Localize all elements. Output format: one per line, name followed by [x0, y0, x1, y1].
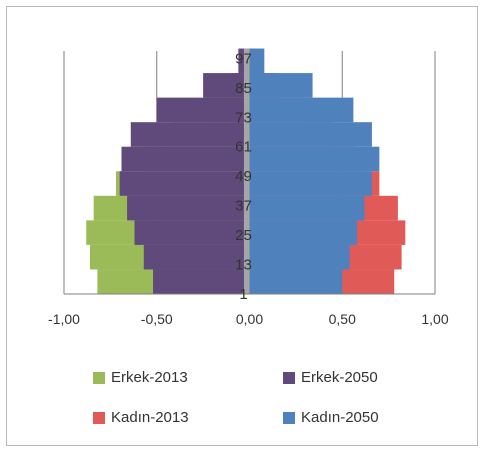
- bar-kad-n-2050: [249, 97, 354, 123]
- y-tick-label: 25: [235, 227, 252, 244]
- bar-kad-n-2050: [249, 122, 372, 147]
- bar-erkek-2050: [130, 122, 250, 147]
- y-tick-label: 97: [235, 50, 252, 67]
- y-tick-label: 49: [235, 168, 252, 185]
- x-tick-label: 0,00: [236, 311, 263, 327]
- legend-item-erkek-2050: Erkek-2050: [283, 369, 378, 386]
- bar-kad-n-2050: [249, 195, 365, 221]
- bar-erkek-2050: [143, 244, 250, 270]
- bar-kad-n-2050: [249, 73, 313, 98]
- bar-kad-n-2050: [249, 146, 380, 172]
- legend-swatch-erkek-2013: [93, 371, 105, 384]
- legend-swatch-erkek-2050: [283, 371, 295, 384]
- chart-frame: -1,00 -0,50 0,00 0,50 1,00 1 13 25 37 49 61 73 85 97 …: [6, 6, 478, 446]
- x-tick-label: 1,00: [421, 311, 448, 327]
- legend-swatch-kadin-2013: [93, 411, 105, 424]
- bar-erkek-2050: [127, 195, 250, 221]
- bar-erkek-2050: [156, 97, 250, 123]
- legend-item-kadin-2050: Kadın-2050: [283, 409, 379, 426]
- bar-erkek-2050: [203, 73, 250, 98]
- bar-erkek-2050: [153, 269, 250, 294]
- x-tick-label: 0,50: [329, 311, 356, 327]
- bar-erkek-2050: [121, 146, 250, 172]
- legend-swatch-kadin-2050: [283, 411, 295, 424]
- x-tick-label: -0,50: [141, 311, 173, 327]
- bar-kad-n-2050: [249, 171, 372, 196]
- y-tick-label: 37: [235, 198, 252, 215]
- bar-kad-n-2050: [249, 220, 358, 245]
- legend-label-kadin-2050: Kadın-2050: [301, 409, 379, 426]
- bar-total: [243, 48, 250, 294]
- population-pyramid-chart: -1,00 -0,50 0,00 0,50 1,00 1 13 25 37 49 61 73 85 97: [48, 48, 449, 327]
- bar-erkek-2050: [119, 171, 250, 196]
- bar-erkek-2050: [134, 220, 250, 245]
- legend-label-kadin-2013: Kadın-2013: [111, 409, 189, 426]
- y-tick-label: 1: [239, 286, 247, 303]
- legend-label-erkek-2013: Erkek-2013: [111, 369, 188, 386]
- bar-kad-n-2050: [249, 48, 265, 74]
- y-tick-label: 73: [235, 109, 252, 126]
- y-tick-label: 85: [235, 80, 252, 97]
- y-tick-label: 61: [235, 139, 252, 156]
- bar-kad-n-2050: [249, 269, 343, 294]
- bar-kad-n-2050: [249, 244, 350, 270]
- y-tick-label: 13: [235, 257, 252, 274]
- legend-item-erkek-2013: Erkek-2013: [93, 369, 188, 386]
- x-tick-label: -1,00: [48, 311, 80, 327]
- legend-item-kadin-2013: Kadın-2013: [93, 409, 189, 426]
- legend-label-erkek-2050: Erkek-2050: [301, 369, 378, 386]
